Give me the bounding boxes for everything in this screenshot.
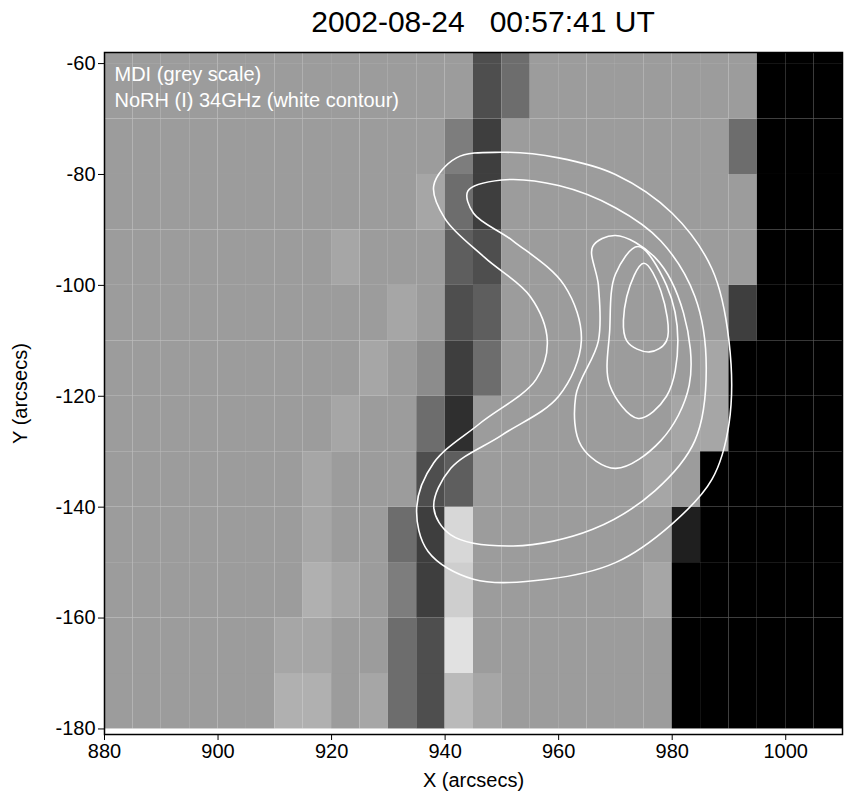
svg-text:-80: -80 — [67, 163, 96, 185]
svg-text:980: 980 — [656, 740, 689, 762]
svg-text:880: 880 — [88, 740, 121, 762]
svg-text:920: 920 — [315, 740, 348, 762]
svg-text:900: 900 — [201, 740, 234, 762]
svg-text:-120: -120 — [55, 385, 95, 407]
html-text:2002-08-24 00:57:41 UT: 2002-08-24 00:57:41 UT — [311, 5, 655, 38]
svg-text:1000: 1000 — [763, 740, 808, 762]
svg-text:MDI (grey scale): MDI (grey scale) — [115, 63, 262, 85]
svg-text:940: 940 — [428, 740, 461, 762]
svg-text:-160: -160 — [55, 606, 95, 628]
svg-text:Y (arcsecs): Y (arcsecs) — [9, 343, 31, 444]
svg-text:-180: -180 — [55, 717, 95, 739]
svg-text:-100: -100 — [55, 274, 95, 296]
svg-text:NoRH (I) 34GHz (white contour): NoRH (I) 34GHz (white contour) — [115, 89, 400, 111]
svg-text:960: 960 — [542, 740, 575, 762]
svg-text:-140: -140 — [55, 496, 95, 518]
svg-text:X (arcsecs): X (arcsecs) — [423, 769, 524, 791]
svg-text:-60: -60 — [67, 52, 96, 74]
